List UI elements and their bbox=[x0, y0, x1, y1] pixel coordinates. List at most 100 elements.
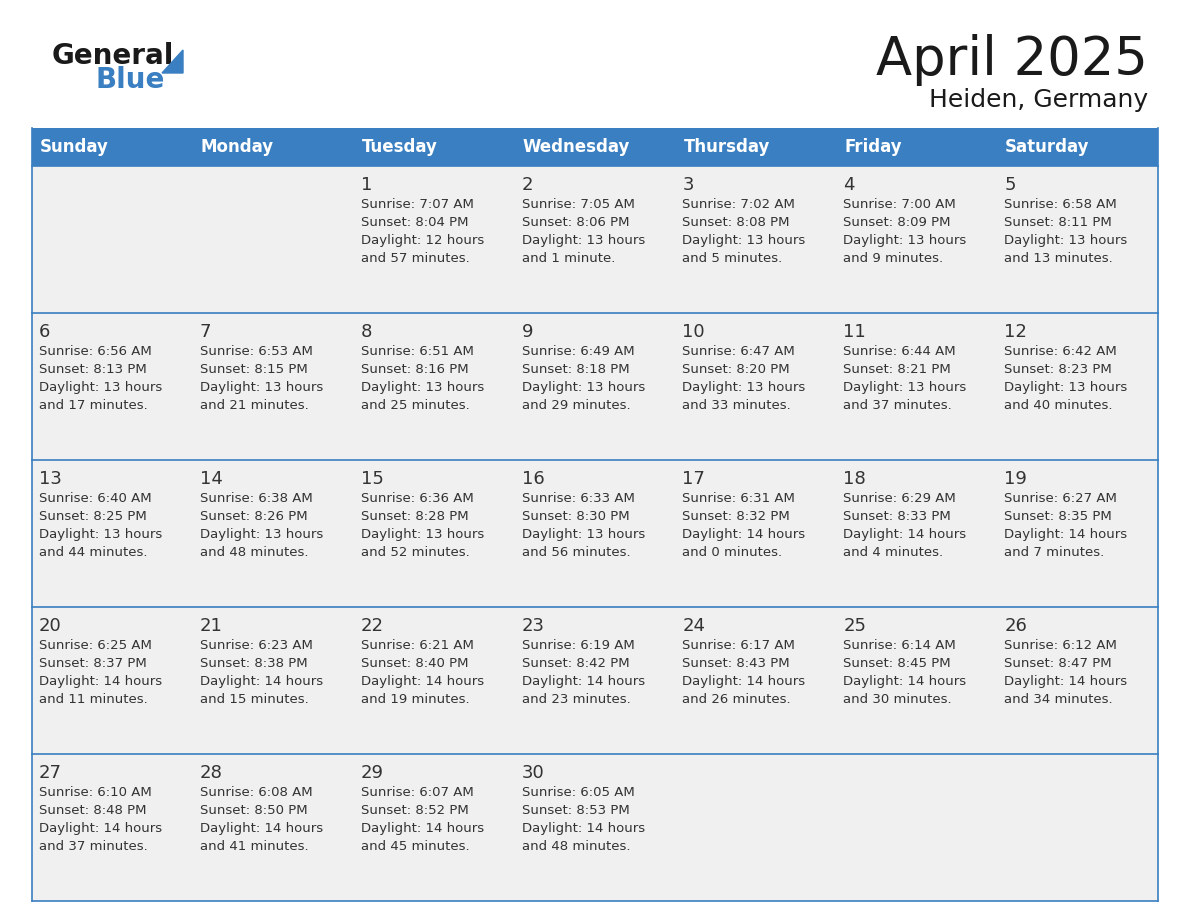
Text: Daylight: 14 hours: Daylight: 14 hours bbox=[1004, 528, 1127, 541]
Text: Daylight: 14 hours: Daylight: 14 hours bbox=[843, 675, 966, 688]
Text: and 37 minutes.: and 37 minutes. bbox=[39, 840, 147, 853]
Text: Sunset: 8:25 PM: Sunset: 8:25 PM bbox=[39, 510, 147, 523]
Text: Sunset: 8:09 PM: Sunset: 8:09 PM bbox=[843, 216, 950, 229]
Text: Daylight: 13 hours: Daylight: 13 hours bbox=[843, 234, 967, 247]
Text: Sunrise: 6:07 AM: Sunrise: 6:07 AM bbox=[361, 786, 474, 799]
Text: 10: 10 bbox=[682, 323, 704, 341]
Text: Sunset: 8:52 PM: Sunset: 8:52 PM bbox=[361, 804, 468, 817]
Text: Sunrise: 6:08 AM: Sunrise: 6:08 AM bbox=[200, 786, 312, 799]
Text: Sunset: 8:32 PM: Sunset: 8:32 PM bbox=[682, 510, 790, 523]
Text: Sunset: 8:13 PM: Sunset: 8:13 PM bbox=[39, 363, 147, 376]
Text: Sunset: 8:16 PM: Sunset: 8:16 PM bbox=[361, 363, 468, 376]
Text: 12: 12 bbox=[1004, 323, 1026, 341]
Text: Sunset: 8:43 PM: Sunset: 8:43 PM bbox=[682, 657, 790, 670]
Text: Daylight: 14 hours: Daylight: 14 hours bbox=[522, 675, 645, 688]
Text: Sunrise: 6:21 AM: Sunrise: 6:21 AM bbox=[361, 639, 474, 652]
Text: 26: 26 bbox=[1004, 617, 1026, 635]
Text: Daylight: 14 hours: Daylight: 14 hours bbox=[39, 675, 162, 688]
Text: Sunrise: 6:36 AM: Sunrise: 6:36 AM bbox=[361, 492, 474, 505]
Text: Sunset: 8:37 PM: Sunset: 8:37 PM bbox=[39, 657, 147, 670]
Text: Daylight: 14 hours: Daylight: 14 hours bbox=[200, 675, 323, 688]
Text: and 5 minutes.: and 5 minutes. bbox=[682, 252, 783, 265]
Bar bbox=[32, 128, 1158, 166]
Text: 19: 19 bbox=[1004, 470, 1026, 488]
Text: Daylight: 14 hours: Daylight: 14 hours bbox=[361, 675, 484, 688]
Text: Sunset: 8:11 PM: Sunset: 8:11 PM bbox=[1004, 216, 1112, 229]
Text: Daylight: 14 hours: Daylight: 14 hours bbox=[39, 822, 162, 835]
Text: 25: 25 bbox=[843, 617, 866, 635]
Text: Heiden, Germany: Heiden, Germany bbox=[929, 88, 1148, 112]
Text: Sunrise: 6:58 AM: Sunrise: 6:58 AM bbox=[1004, 198, 1117, 211]
Text: and 56 minutes.: and 56 minutes. bbox=[522, 546, 630, 559]
Text: Sunrise: 6:38 AM: Sunrise: 6:38 AM bbox=[200, 492, 312, 505]
Text: and 52 minutes.: and 52 minutes. bbox=[361, 546, 469, 559]
Text: 20: 20 bbox=[39, 617, 62, 635]
Text: and 48 minutes.: and 48 minutes. bbox=[522, 840, 630, 853]
Text: Daylight: 13 hours: Daylight: 13 hours bbox=[843, 381, 967, 394]
Text: Sunrise: 6:42 AM: Sunrise: 6:42 AM bbox=[1004, 345, 1117, 358]
Text: Sunrise: 7:00 AM: Sunrise: 7:00 AM bbox=[843, 198, 956, 211]
Text: Daylight: 13 hours: Daylight: 13 hours bbox=[1004, 234, 1127, 247]
Text: 27: 27 bbox=[39, 764, 62, 782]
Text: and 4 minutes.: and 4 minutes. bbox=[843, 546, 943, 559]
Text: Daylight: 13 hours: Daylight: 13 hours bbox=[682, 381, 805, 394]
Text: Sunset: 8:50 PM: Sunset: 8:50 PM bbox=[200, 804, 308, 817]
Text: Sunrise: 7:07 AM: Sunrise: 7:07 AM bbox=[361, 198, 474, 211]
Text: and 29 minutes.: and 29 minutes. bbox=[522, 399, 630, 412]
Text: Sunrise: 6:47 AM: Sunrise: 6:47 AM bbox=[682, 345, 795, 358]
Text: General: General bbox=[52, 42, 175, 70]
Text: and 48 minutes.: and 48 minutes. bbox=[200, 546, 309, 559]
Text: Wednesday: Wednesday bbox=[523, 138, 630, 156]
Text: 21: 21 bbox=[200, 617, 222, 635]
Text: and 44 minutes.: and 44 minutes. bbox=[39, 546, 147, 559]
Text: and 57 minutes.: and 57 minutes. bbox=[361, 252, 469, 265]
Text: Sunday: Sunday bbox=[40, 138, 109, 156]
Text: and 15 minutes.: and 15 minutes. bbox=[200, 693, 309, 706]
Text: Daylight: 13 hours: Daylight: 13 hours bbox=[200, 528, 323, 541]
Text: Daylight: 14 hours: Daylight: 14 hours bbox=[843, 528, 966, 541]
Text: and 41 minutes.: and 41 minutes. bbox=[200, 840, 309, 853]
Text: Sunset: 8:48 PM: Sunset: 8:48 PM bbox=[39, 804, 146, 817]
Text: Sunrise: 6:31 AM: Sunrise: 6:31 AM bbox=[682, 492, 795, 505]
Text: Sunset: 8:28 PM: Sunset: 8:28 PM bbox=[361, 510, 468, 523]
Text: Daylight: 13 hours: Daylight: 13 hours bbox=[682, 234, 805, 247]
Text: and 26 minutes.: and 26 minutes. bbox=[682, 693, 791, 706]
Text: Sunset: 8:47 PM: Sunset: 8:47 PM bbox=[1004, 657, 1112, 670]
Bar bbox=[32, 166, 1158, 313]
Text: and 40 minutes.: and 40 minutes. bbox=[1004, 399, 1113, 412]
Text: Daylight: 14 hours: Daylight: 14 hours bbox=[361, 822, 484, 835]
Text: 29: 29 bbox=[361, 764, 384, 782]
Text: and 25 minutes.: and 25 minutes. bbox=[361, 399, 469, 412]
Text: Sunrise: 6:56 AM: Sunrise: 6:56 AM bbox=[39, 345, 152, 358]
Text: Daylight: 14 hours: Daylight: 14 hours bbox=[200, 822, 323, 835]
Text: and 1 minute.: and 1 minute. bbox=[522, 252, 615, 265]
Text: Thursday: Thursday bbox=[683, 138, 770, 156]
Text: and 37 minutes.: and 37 minutes. bbox=[843, 399, 952, 412]
Text: Saturday: Saturday bbox=[1005, 138, 1089, 156]
Text: Daylight: 14 hours: Daylight: 14 hours bbox=[682, 528, 805, 541]
Text: Sunrise: 6:05 AM: Sunrise: 6:05 AM bbox=[522, 786, 634, 799]
Text: 8: 8 bbox=[361, 323, 372, 341]
Text: Daylight: 13 hours: Daylight: 13 hours bbox=[522, 528, 645, 541]
Text: 23: 23 bbox=[522, 617, 544, 635]
Text: Sunset: 8:40 PM: Sunset: 8:40 PM bbox=[361, 657, 468, 670]
Text: 6: 6 bbox=[39, 323, 50, 341]
Text: Sunrise: 7:05 AM: Sunrise: 7:05 AM bbox=[522, 198, 634, 211]
Text: Daylight: 13 hours: Daylight: 13 hours bbox=[200, 381, 323, 394]
Text: and 45 minutes.: and 45 minutes. bbox=[361, 840, 469, 853]
Text: 14: 14 bbox=[200, 470, 222, 488]
Text: Tuesday: Tuesday bbox=[361, 138, 437, 156]
Text: April 2025: April 2025 bbox=[876, 34, 1148, 86]
Text: 9: 9 bbox=[522, 323, 533, 341]
Text: 18: 18 bbox=[843, 470, 866, 488]
Text: Daylight: 13 hours: Daylight: 13 hours bbox=[522, 381, 645, 394]
Text: and 11 minutes.: and 11 minutes. bbox=[39, 693, 147, 706]
Text: 13: 13 bbox=[39, 470, 62, 488]
Text: Daylight: 12 hours: Daylight: 12 hours bbox=[361, 234, 484, 247]
Text: Daylight: 14 hours: Daylight: 14 hours bbox=[682, 675, 805, 688]
Text: 4: 4 bbox=[843, 176, 855, 194]
Text: and 21 minutes.: and 21 minutes. bbox=[200, 399, 309, 412]
Text: and 17 minutes.: and 17 minutes. bbox=[39, 399, 147, 412]
Text: Sunrise: 6:51 AM: Sunrise: 6:51 AM bbox=[361, 345, 474, 358]
Text: Sunrise: 6:27 AM: Sunrise: 6:27 AM bbox=[1004, 492, 1117, 505]
